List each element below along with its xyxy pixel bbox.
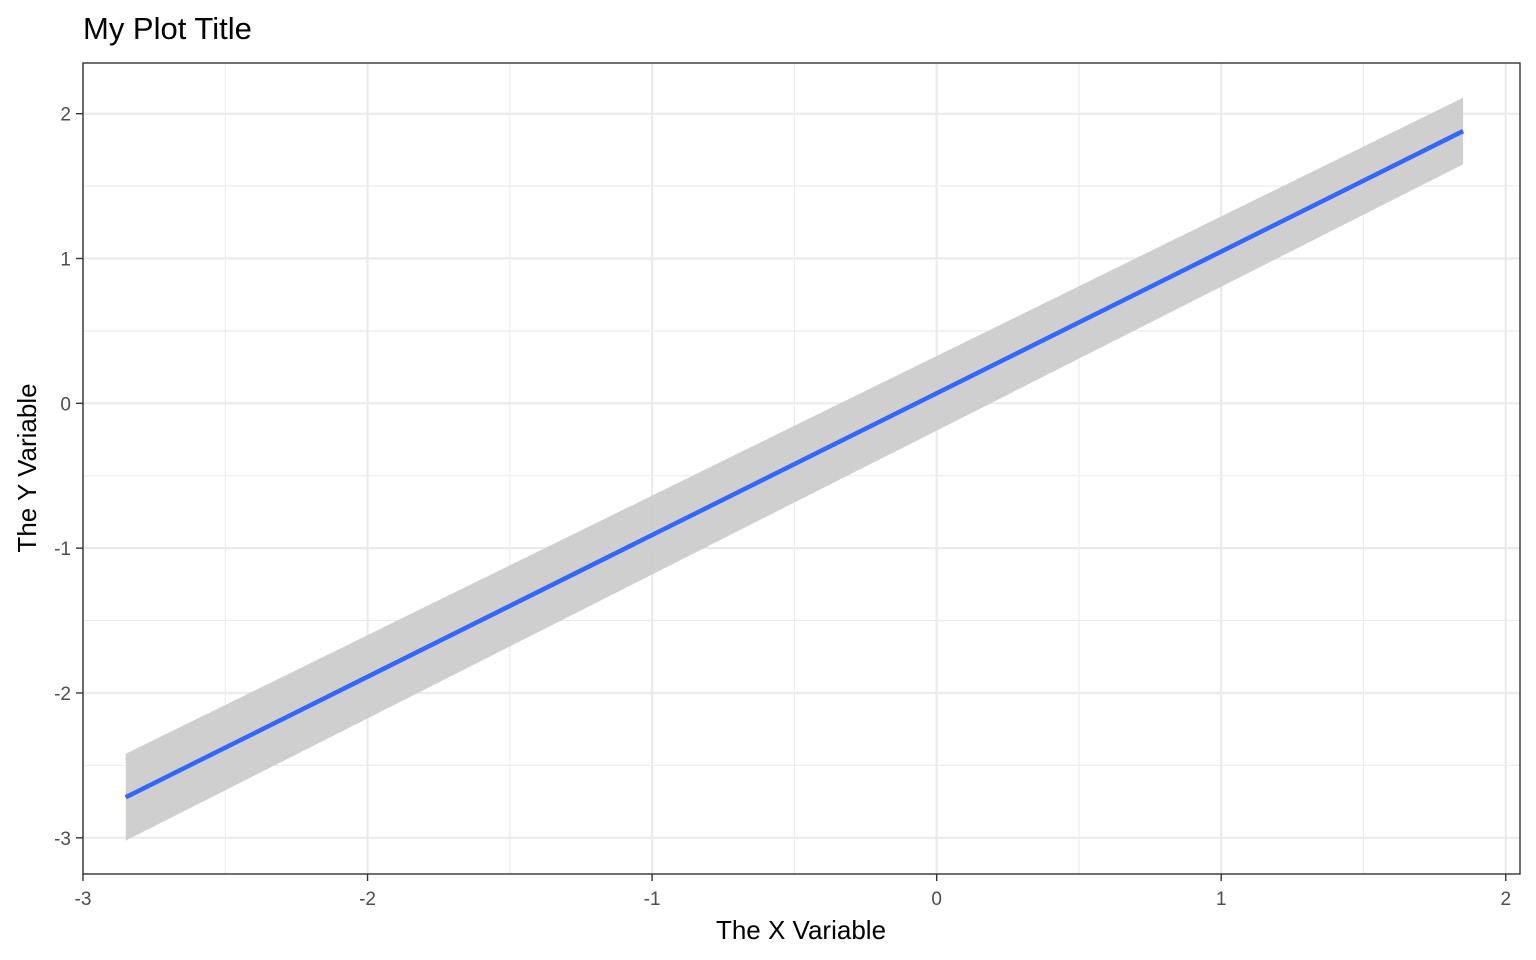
panel-border — [82, 62, 1521, 875]
x-tick-label: -1 — [644, 889, 661, 910]
y-axis-title: The Y Variable — [12, 383, 42, 552]
y-tick-label: 1 — [60, 250, 71, 271]
x-tick-label: -2 — [359, 889, 376, 910]
x-tick-label: 1 — [1216, 889, 1227, 910]
fit-line — [124, 129, 1465, 800]
confidence-ribbon-layer — [125, 97, 1464, 841]
y-tick-label: -2 — [54, 684, 71, 705]
y-tick-label: 0 — [60, 394, 71, 415]
chart-title: My Plot Title — [83, 11, 252, 46]
x-tick-label: 0 — [931, 889, 942, 910]
confidence-ribbon — [125, 97, 1464, 841]
x-axis-title: The X Variable — [716, 915, 886, 945]
fit-line-layer — [124, 129, 1465, 800]
y-axis: -3 -2 -1 0 1 2 — [54, 105, 83, 850]
y-tick-label: -1 — [54, 539, 71, 560]
minor-gridlines — [83, 63, 1520, 874]
x-axis: -3 -2 -1 0 1 2 — [75, 874, 1511, 910]
x-tick-label: -3 — [75, 889, 92, 910]
y-tick-label: -3 — [54, 829, 71, 850]
x-tick-label: 2 — [1500, 889, 1511, 910]
y-tick-label: 2 — [60, 105, 71, 126]
